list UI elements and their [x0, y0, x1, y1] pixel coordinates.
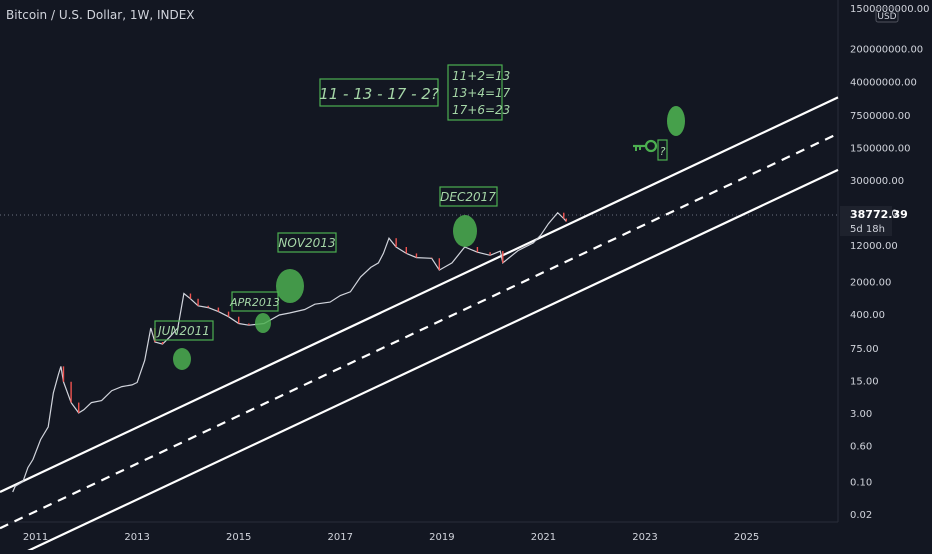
price-tick-label: 300000.00 [850, 176, 904, 187]
time-tick-label: 2023 [632, 532, 657, 543]
top-label-nov2013: NOV2013 [278, 236, 335, 250]
equation-1: 11+2=13 [452, 69, 510, 83]
price-tick-label: 12000.00 [850, 241, 898, 252]
time-tick-label: 2017 [328, 532, 353, 543]
channel-line-solid-0 [0, 96, 839, 493]
price-tick-label: 0.10 [850, 478, 872, 489]
top-label-box-apr2013 [231, 291, 279, 312]
question-box [657, 139, 668, 161]
price-tick-label: 0.60 [850, 441, 872, 452]
top-label-apr2013: APR2013 [229, 296, 280, 309]
top-label-box-nov2013 [277, 232, 337, 253]
price-tick-label: 75.00 [850, 344, 879, 355]
sequence-text: 11 - 13 - 17 - 2? [319, 85, 439, 103]
price-tick-label: 40000000.00 [850, 77, 917, 88]
current-price-label: 38772.39 [850, 208, 908, 221]
top-label-dec2017: DEC2017 [440, 190, 496, 204]
time-tick-label: 2019 [429, 532, 454, 543]
question-mark: ? [660, 145, 666, 158]
top-marker-next [667, 106, 685, 136]
top-label-box-dec2017 [439, 186, 498, 207]
price-tick-label: 15.00 [850, 376, 879, 387]
top-label-jun2011: JUN2011 [156, 324, 210, 338]
currency-badge[interactable] [875, 7, 899, 23]
price-tick-label: 400.00 [850, 310, 885, 321]
time-tick-label: 2013 [124, 532, 149, 543]
price-tick-label: 200000000.00 [850, 45, 923, 56]
channel-line-dashed-1 [0, 132, 839, 530]
time-tick-label: 2015 [226, 532, 251, 543]
top-marker-dec2017 [453, 215, 477, 247]
chart-title: Bitcoin / U.S. Dollar, 1W, INDEX [6, 8, 195, 22]
price-tick-label: 0.02 [850, 510, 872, 521]
current-price-box [840, 206, 892, 236]
channel-lines [0, 96, 839, 554]
time-tick-label: 2011 [23, 532, 48, 543]
price-tick-label: 7500000.00 [850, 111, 910, 122]
top-marker-nov2013 [276, 269, 304, 303]
time-tick-label: 2021 [531, 532, 556, 543]
price-tick-label: 3.00 [850, 409, 872, 420]
price-tick-label: 2000.00 [850, 277, 891, 288]
price-series [12, 211, 567, 493]
currency-label: USD [877, 12, 896, 22]
channel-line-solid-2 [18, 168, 839, 554]
key-icon [633, 139, 658, 153]
equation-2: 13+4=17 [452, 86, 511, 100]
countdown-label: 5d 18h [850, 224, 885, 235]
equation-3: 17+6=23 [452, 103, 510, 117]
top-marker-jun2011 [173, 348, 191, 370]
top-marker-apr2013 [255, 313, 271, 333]
price-tick-label: 1500000000.00 [850, 4, 930, 15]
price-tick-label: 1500000.00 [850, 144, 910, 155]
time-axis[interactable]: 2011 2013 2015 2017 2019 2021 2023 2025 [23, 532, 759, 543]
time-tick-label: 2025 [734, 532, 759, 543]
top-label-box-jun2011 [154, 320, 214, 341]
equations-box [447, 64, 503, 121]
sequence-box [319, 78, 439, 107]
price-line [12, 211, 567, 493]
